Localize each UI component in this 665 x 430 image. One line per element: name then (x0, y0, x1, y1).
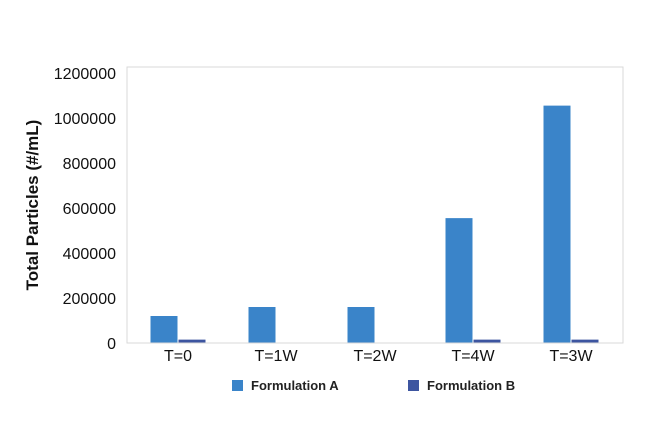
y-tick-label: 200000 (63, 291, 116, 308)
y-tick-label: 1200000 (54, 66, 116, 83)
bar-formulation-a-3 (445, 218, 473, 343)
y-axis-label: Total Particles (#/mL) (23, 120, 42, 291)
bar-formulation-b-4 (571, 339, 599, 343)
y-tick-label: 1000000 (54, 111, 116, 128)
bar-formulation-a-1 (248, 307, 276, 343)
x-tick-label: T=3W (549, 348, 593, 365)
bar-formulation-a-4 (543, 105, 571, 343)
bar-formulation-a-0 (150, 316, 178, 343)
bar-formulation-b-0 (178, 339, 206, 343)
legend-label-formulation-b: Formulation B (427, 378, 516, 393)
legend-label-formulation-a: Formulation A (251, 378, 339, 393)
legend-swatch-formulation-a (232, 380, 243, 391)
legend-swatch-formulation-b (408, 380, 419, 391)
bar-formulation-a-2 (347, 307, 375, 343)
bars (150, 105, 599, 343)
y-axis-ticks: 0 200000 400000 600000 800000 1000000 1200000 (54, 66, 116, 353)
x-tick-label: T=1W (254, 348, 298, 365)
x-tick-label: T=4W (451, 348, 495, 365)
legend-item-formulation-b: Formulation B (408, 378, 515, 393)
y-tick-label: 800000 (63, 156, 116, 173)
legend-item-formulation-a: Formulation A (232, 378, 339, 393)
y-tick-label: 0 (107, 336, 116, 353)
x-tick-label: T=2W (353, 348, 397, 365)
x-axis-ticks: T=0 T=1W T=2W T=4W T=3W (164, 348, 593, 365)
x-tick-label: T=0 (164, 348, 192, 365)
bar-formulation-b-3 (473, 339, 501, 343)
legend: Formulation A Formulation B (0, 378, 665, 400)
y-tick-label: 600000 (63, 201, 116, 218)
y-tick-label: 400000 (63, 246, 116, 263)
